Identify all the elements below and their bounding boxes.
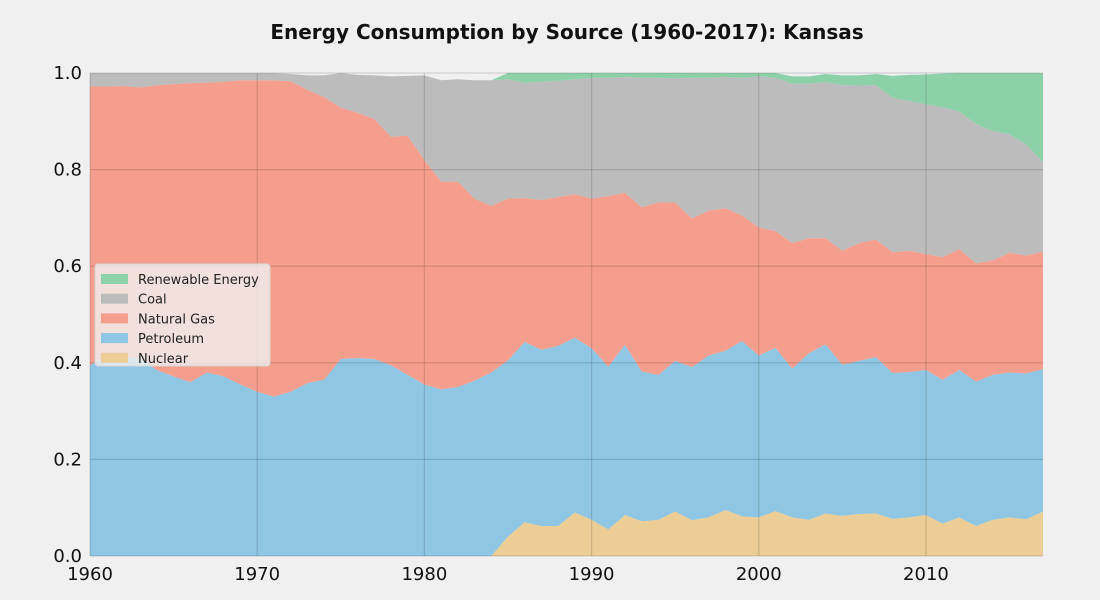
area-nuclear xyxy=(90,510,1043,556)
area-natural-gas xyxy=(90,80,1043,397)
y-tick-label: 0.2 xyxy=(53,449,82,470)
y-tick-label: 0.4 xyxy=(53,353,82,374)
legend-swatch-renewable-energy xyxy=(101,274,128,284)
x-tick-label: 2000 xyxy=(736,564,782,585)
area-petroleum xyxy=(90,337,1043,556)
legend-swatch-natural-gas xyxy=(101,313,128,324)
legend-label-petroleum: Petroleum xyxy=(138,332,204,347)
legend-swatch-coal xyxy=(101,293,128,304)
legend-label-coal: Coal xyxy=(138,293,167,308)
x-axis-ticks: 1960 1970 1980 1990 2000 2010 xyxy=(67,564,949,585)
x-tick-label: 1980 xyxy=(401,564,447,585)
y-tick-label: 0.0 xyxy=(53,546,82,567)
y-tick-label: 0.8 xyxy=(53,160,82,181)
legend-swatch-nuclear xyxy=(101,352,128,363)
x-tick-label: 1990 xyxy=(569,564,615,585)
legend-label-natural-gas: Natural Gas xyxy=(138,312,215,327)
legend-box xyxy=(94,263,271,367)
legend-label-renewable-energy: Renewable Energy xyxy=(138,273,259,288)
legend-label-nuclear: Nuclear xyxy=(138,352,189,367)
y-axis-ticks: 0.0 0.2 0.4 0.6 0.8 1.0 xyxy=(53,63,82,567)
area-coal xyxy=(90,73,1043,264)
grid-lines xyxy=(89,72,1043,557)
area-renewable-energy xyxy=(90,73,1043,163)
x-tick-label: 2010 xyxy=(903,564,949,585)
x-tick-label: 1960 xyxy=(67,564,113,585)
y-tick-label: 1.0 xyxy=(53,63,82,84)
chart-title: Energy Consumption by Source (1960-2017)… xyxy=(270,20,863,44)
y-tick-label: 0.6 xyxy=(53,256,82,277)
area-series-group xyxy=(90,73,1043,556)
x-tick-label: 1970 xyxy=(234,564,280,585)
legend-swatch-petroleum xyxy=(101,333,128,344)
legend: Renewable Energy Coal Natural Gas Petroleum… xyxy=(94,263,271,367)
